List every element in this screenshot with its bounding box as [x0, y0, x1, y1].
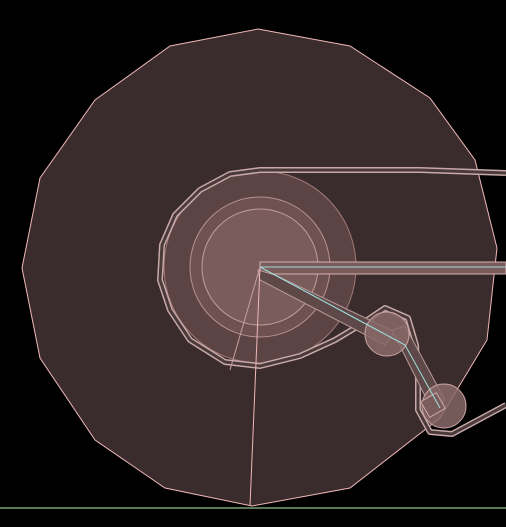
pivot-joint-icon[interactable] — [364, 311, 410, 357]
guide-line-spoke — [249, 266, 261, 507]
guide-line-radial — [229, 266, 261, 371]
guide-line-lower — [404, 344, 441, 409]
cable-path-inner — [158, 168, 506, 436]
pivot-block — [420, 392, 446, 418]
shaft-bar[interactable] — [259, 261, 506, 275]
guide-line-arm — [259, 266, 406, 346]
